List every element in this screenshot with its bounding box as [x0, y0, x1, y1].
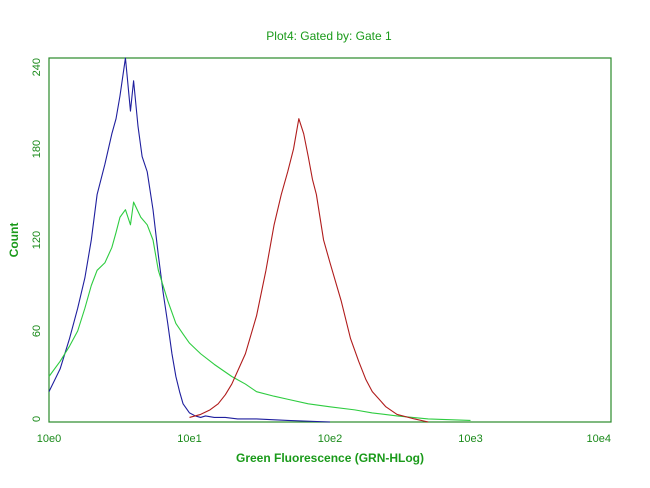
series-line-1 [48, 57, 331, 423]
series-line-3 [189, 118, 429, 423]
plot-frame [48, 57, 612, 423]
series-layer [48, 57, 471, 423]
x-tick-label: 10e2 [318, 433, 342, 445]
y-tick-label: 240 [31, 58, 43, 76]
series-line-2 [48, 201, 471, 422]
y-tick-label: 60 [31, 325, 43, 337]
y-tick-label: 120 [31, 231, 43, 249]
x-tick-label: 10e3 [458, 433, 482, 445]
y-tick-label: 180 [31, 140, 43, 158]
y-tick-label: 0 [31, 416, 43, 422]
chart-title: Plot4: Gated by: Gate 1 [266, 29, 392, 43]
x-tick-label: 10e4 [587, 433, 611, 445]
y-axis-label: Count [7, 223, 21, 258]
x-axis-label: Green Fluorescence (GRN-HLog) [236, 451, 424, 465]
x-tick-label: 10e0 [37, 433, 61, 445]
x-tick-label: 10e1 [177, 433, 201, 445]
